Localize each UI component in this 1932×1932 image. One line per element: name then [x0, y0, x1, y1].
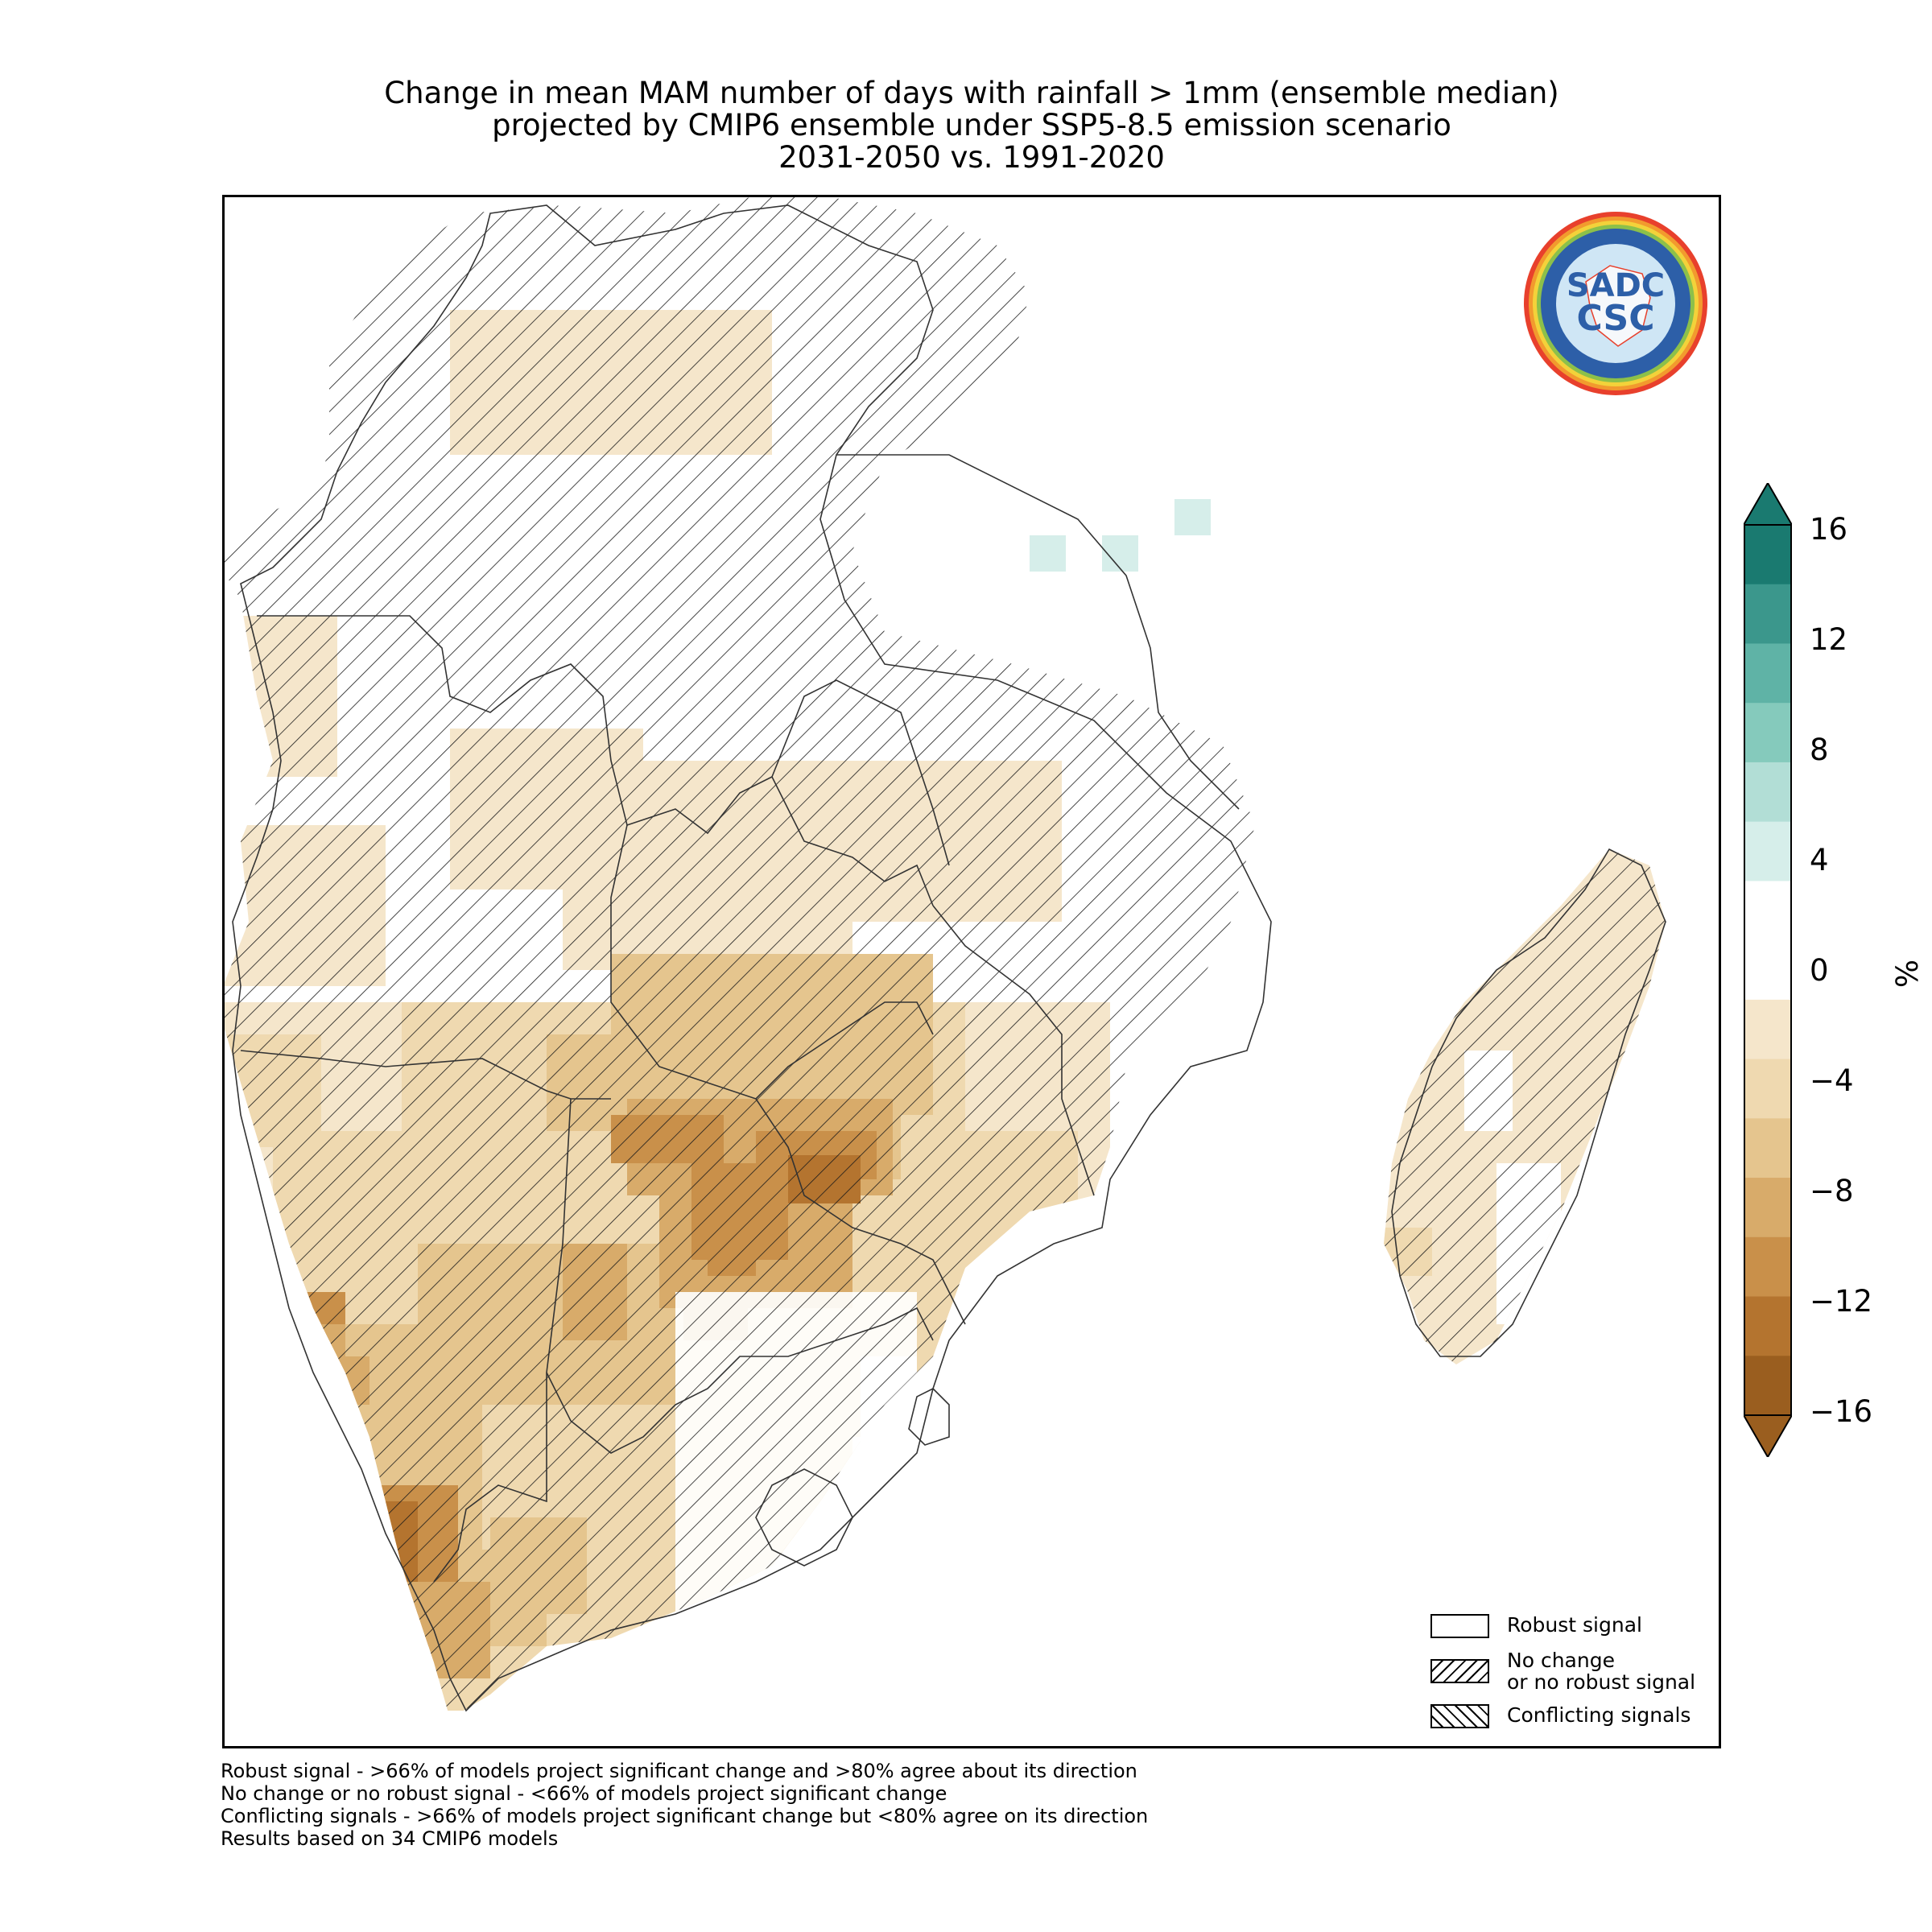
map-canvas: [225, 197, 1666, 1719]
colorbar-border: [1744, 524, 1792, 1416]
country-borders: [232, 204, 1666, 1712]
colorbar-segment: [1744, 821, 1792, 881]
legend-item-conflicting: Conflicting signals: [1430, 1704, 1704, 1728]
colorbar: [1742, 481, 1794, 1459]
colorbar-segment: [1744, 999, 1792, 1060]
colorbar-tick-16: 16: [1810, 512, 1848, 547]
colorbar-segment: [1744, 1118, 1792, 1179]
colorbar-tick-4: 4: [1810, 843, 1829, 877]
colorbar-segment: [1744, 525, 1792, 585]
colorbar-graphic: [1742, 481, 1794, 1459]
colorbar-tick-minus-16: −16: [1810, 1394, 1873, 1429]
legend-label-no-change: No change or no robust signal: [1507, 1649, 1696, 1694]
footnote-4: Results based on 34 CMIP6 models: [221, 1827, 559, 1850]
colorbar-segment: [1744, 703, 1792, 763]
title-line-1: Change in mean MAM number of days with r…: [384, 76, 1559, 110]
colorbar-segment: [1744, 643, 1792, 704]
sadc-csc-logo: SADC CSC: [1521, 209, 1710, 398]
colorbar-extend-max: [1742, 481, 1794, 526]
footnotes: Robust signal - >66% of models project s…: [221, 1760, 1148, 1850]
robust-swatch: [1430, 1614, 1489, 1638]
signal-legend: Robust signal No change or no robust sig…: [1430, 1614, 1704, 1740]
sadc-csc-logo-graphic: SADC CSC: [1524, 212, 1707, 395]
conflicting-swatch: [1430, 1704, 1489, 1728]
title-line-2: projected by CMIP6 ensemble under SSP5-8…: [492, 108, 1451, 142]
colorbar-segment: [1744, 940, 1792, 1001]
colorbar-tick-12: 12: [1810, 622, 1848, 657]
colorbar-segment: [1744, 584, 1792, 644]
map-title: Change in mean MAM number of days with r…: [222, 77, 1721, 174]
footnote-1: Robust signal - >66% of models project s…: [221, 1760, 1137, 1782]
legend-item-no-change: No change or no robust signal: [1430, 1649, 1704, 1693]
colorbar-segment: [1744, 1296, 1792, 1356]
colorbar-extend-min: [1742, 1414, 1794, 1459]
colorbar-segment: [1744, 1178, 1792, 1238]
colorbar-tick-minus-12: −12: [1810, 1284, 1873, 1319]
colorbar-unit: %: [1890, 959, 1926, 989]
colorbar-segment: [1744, 1356, 1792, 1416]
legend-label-conflicting: Conflicting signals: [1507, 1703, 1691, 1727]
colorbar-tick-minus-4: −4: [1810, 1063, 1854, 1098]
colorbar-tick-8: 8: [1810, 733, 1829, 767]
colorbar-segment: [1744, 1059, 1792, 1119]
title-line-3: 2031-2050 vs. 1991-2020: [778, 140, 1165, 175]
map-frame: Robust signal No change or no robust sig…: [222, 195, 1721, 1748]
no-change-swatch: [1430, 1659, 1489, 1683]
logo-text-sadc: SADC: [1567, 267, 1665, 304]
colorbar-segment: [1744, 1236, 1792, 1298]
footnote-2: No change or no robust signal - <66% of …: [221, 1782, 947, 1805]
no-robust-signal-hatching: [225, 197, 1666, 1719]
legend-item-robust: Robust signal: [1430, 1614, 1704, 1638]
colorbar-segment: [1744, 881, 1792, 941]
colorbar-segment: [1744, 762, 1792, 823]
colorbar-tick-0: 0: [1810, 953, 1829, 988]
footnote-3: Conflicting signals - >66% of models pro…: [221, 1805, 1149, 1827]
logo-text-csc: CSC: [1576, 298, 1654, 339]
colorbar-tick-minus-8: −8: [1810, 1174, 1854, 1208]
legend-label-robust: Robust signal: [1507, 1613, 1642, 1637]
